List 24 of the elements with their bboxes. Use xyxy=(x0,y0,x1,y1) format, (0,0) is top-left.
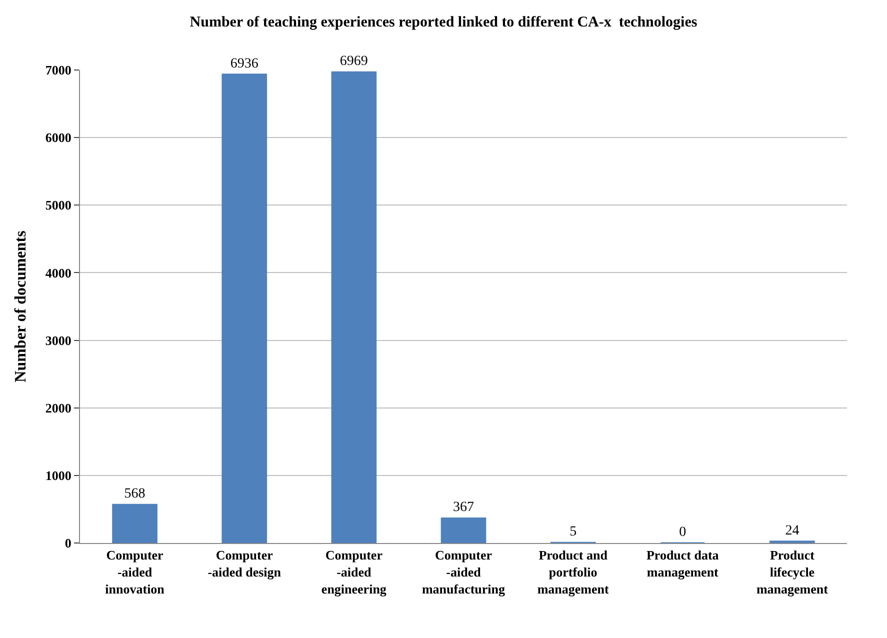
x-tick-label: Product data management xyxy=(646,548,720,580)
data-label: 6969 xyxy=(340,54,368,70)
y-tick-label: 3000 xyxy=(45,332,72,348)
y-tick-label: 5000 xyxy=(45,198,72,213)
y-tick-label: 0 xyxy=(64,536,72,551)
y-tick-label: 2000 xyxy=(45,400,72,416)
x-tick-label: Product and portfolio management xyxy=(537,548,610,596)
data-label: 568 xyxy=(124,486,146,502)
x-tick-label: Product lifecycle management xyxy=(756,548,829,596)
x-tick-label: Computer -aided innovation xyxy=(105,548,166,596)
data-label: 0 xyxy=(679,525,686,540)
x-tick-label: Computer -aided engineering xyxy=(321,548,387,596)
y-axis-title: Number of documents xyxy=(12,230,30,382)
chart-title: Number of teaching experiences reported linked to different CA-x technologies xyxy=(190,14,698,30)
data-label: 6936 xyxy=(230,56,258,72)
x-tick-label: Computer -aided design xyxy=(208,548,282,580)
data-label: 5 xyxy=(570,524,577,540)
y-tick-label: 4000 xyxy=(45,265,72,280)
data-label: 24 xyxy=(785,523,800,538)
y-tick-label: 1000 xyxy=(45,468,72,483)
data-label: 367 xyxy=(453,500,474,516)
x-tick-label: Computer -aided manufacturing xyxy=(422,548,506,596)
y-tick-label: 6000 xyxy=(45,130,72,146)
y-tick-label: 7000 xyxy=(45,62,72,78)
